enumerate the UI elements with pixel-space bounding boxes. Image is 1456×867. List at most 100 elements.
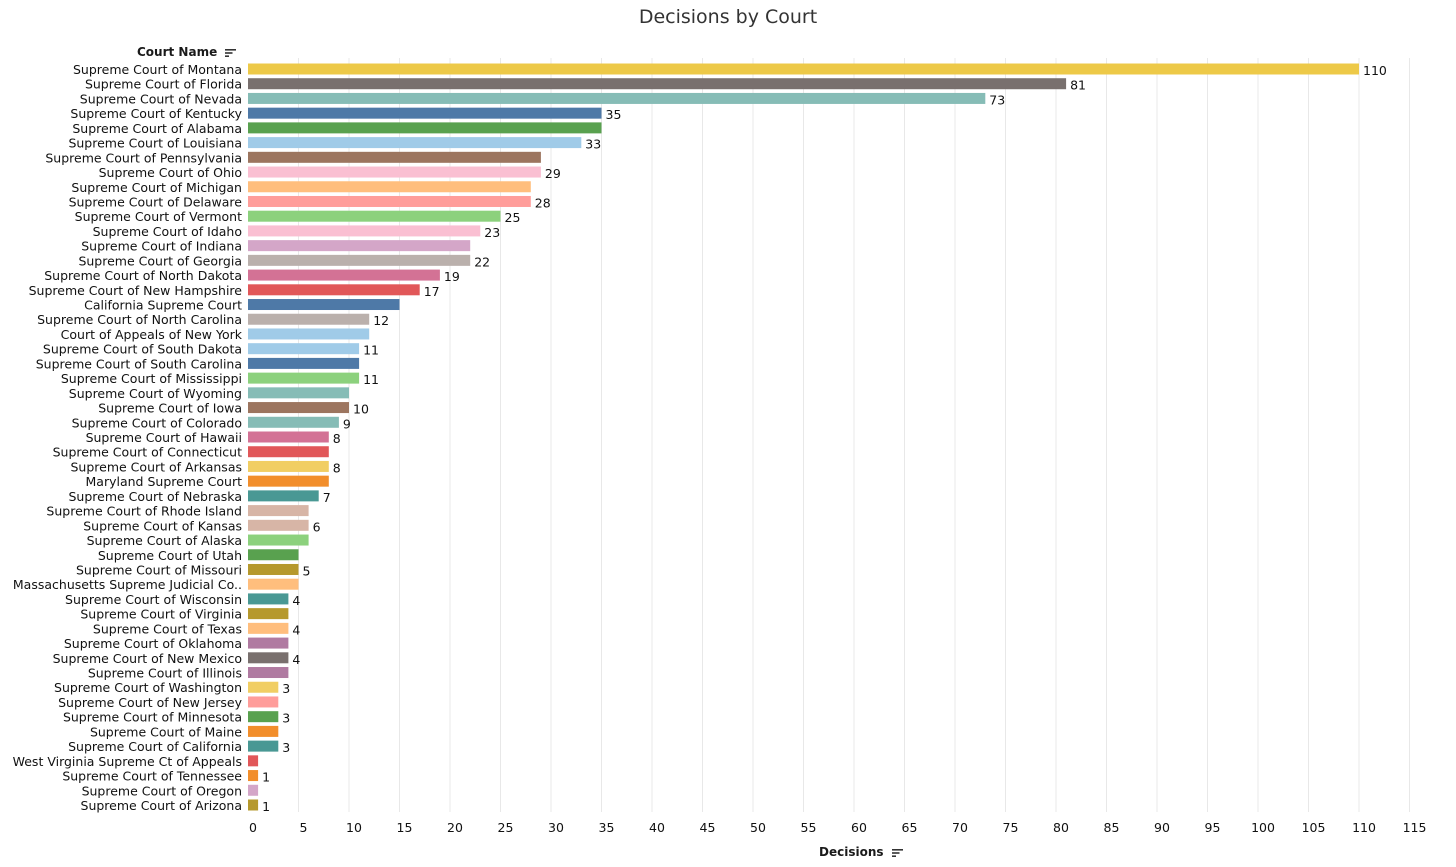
category-label: Supreme Court of California <box>68 739 242 754</box>
data-label: 9 <box>343 416 351 431</box>
category-label: Supreme Court of Maine <box>90 724 242 739</box>
bar[interactable] <box>248 357 360 369</box>
category-label: Supreme Court of Hawaii <box>86 430 242 445</box>
x-tick-label: 60 <box>851 820 867 835</box>
bar[interactable] <box>248 210 501 222</box>
category-label: Supreme Court of Illinois <box>88 666 242 681</box>
bar[interactable] <box>248 328 370 340</box>
bar[interactable] <box>248 63 1359 75</box>
y-axis-header[interactable]: Court Name <box>137 45 237 59</box>
category-label: Supreme Court of Kentucky <box>70 106 242 121</box>
bar[interactable] <box>248 122 602 134</box>
bar[interactable] <box>248 505 309 517</box>
x-tick-label: 65 <box>902 820 918 835</box>
bar[interactable] <box>248 711 279 723</box>
bar[interactable] <box>248 269 440 281</box>
category-label: Supreme Court of Pennsylvania <box>45 150 242 165</box>
bar[interactable] <box>248 402 349 414</box>
bar[interactable] <box>248 431 329 443</box>
x-tick-label: 10 <box>346 820 362 835</box>
category-label: Supreme Court of Louisiana <box>68 136 242 151</box>
bar[interactable] <box>248 652 289 664</box>
x-tick-label: 115 <box>1403 820 1427 835</box>
data-labels: 1108173353329282523221917121111109887654… <box>262 63 1387 814</box>
bar[interactable] <box>248 490 319 502</box>
category-label: Supreme Court of Iowa <box>98 401 242 416</box>
bar[interactable] <box>248 578 299 590</box>
data-label: 3 <box>282 740 290 755</box>
bar[interactable] <box>248 313 370 325</box>
sort-descending-icon[interactable] <box>891 848 904 858</box>
x-tick-label: 95 <box>1205 820 1221 835</box>
category-label: Massachusetts Supreme Judicial Co.. <box>13 577 242 592</box>
x-axis-header[interactable]: Decisions <box>819 845 904 859</box>
bar[interactable] <box>248 78 1067 90</box>
chart-title: Decisions by Court <box>638 6 818 28</box>
bar[interactable] <box>248 240 471 252</box>
category-label: Supreme Court of Utah <box>98 548 242 563</box>
category-label: Supreme Court of Wyoming <box>69 386 242 401</box>
category-label: Supreme Court of Alabama <box>72 121 242 136</box>
bar[interactable] <box>248 416 339 428</box>
data-label: 3 <box>282 711 290 726</box>
bar[interactable] <box>248 563 299 575</box>
category-label: Supreme Court of Idaho <box>93 224 242 239</box>
bar[interactable] <box>248 195 531 207</box>
bar[interactable] <box>248 343 360 355</box>
bar[interactable] <box>248 137 582 149</box>
bar[interactable] <box>248 608 289 620</box>
bar[interactable] <box>248 534 309 546</box>
bar[interactable] <box>248 696 279 708</box>
bar[interactable] <box>248 667 289 679</box>
x-tick-label: 45 <box>700 820 716 835</box>
category-label: Supreme Court of North Carolina <box>37 312 242 327</box>
data-label: 23 <box>484 225 500 240</box>
data-label: 25 <box>505 210 521 225</box>
sort-descending-icon[interactable] <box>225 48 237 58</box>
x-tick-label: 110 <box>1352 820 1376 835</box>
bar[interactable] <box>248 166 541 178</box>
category-label: Supreme Court of Wisconsin <box>65 592 242 607</box>
bar[interactable] <box>248 681 279 693</box>
bar[interactable] <box>248 92 986 104</box>
bar[interactable] <box>248 593 289 605</box>
bar[interactable] <box>248 784 259 796</box>
bar[interactable] <box>248 549 299 561</box>
data-label: 28 <box>535 195 551 210</box>
bar[interactable] <box>248 225 481 237</box>
x-tick-label: 0 <box>249 820 257 835</box>
bar[interactable] <box>248 770 259 782</box>
bar[interactable] <box>248 151 541 163</box>
x-tick-label: 5 <box>300 820 308 835</box>
bar[interactable] <box>248 460 329 472</box>
bar[interactable] <box>248 446 329 458</box>
x-tick-label: 70 <box>952 820 968 835</box>
bar[interactable] <box>248 475 329 487</box>
bar[interactable] <box>248 519 309 531</box>
bar[interactable] <box>248 740 279 752</box>
bar[interactable] <box>248 299 400 311</box>
category-label: Supreme Court of Georgia <box>78 253 242 268</box>
bar[interactable] <box>248 622 289 634</box>
x-axis-ticks: 0 5 10 15 20 25 30 35 40 45 50 55 60 65 70 75 80 85 90 95 10… <box>249 820 1426 835</box>
bar[interactable] <box>248 254 471 266</box>
x-tick-label: 90 <box>1154 820 1170 835</box>
category-label: Supreme Court of North Dakota <box>44 268 242 283</box>
bar[interactable] <box>248 387 349 399</box>
bar[interactable] <box>248 755 259 767</box>
category-label: Supreme Court of Colorado <box>72 415 242 430</box>
category-label: Supreme Court of South Dakota <box>43 342 242 357</box>
category-label: Supreme Court of Michigan <box>71 180 242 195</box>
bar[interactable] <box>248 637 289 649</box>
bar[interactable] <box>248 799 259 811</box>
bar[interactable] <box>248 107 602 119</box>
bar[interactable] <box>248 725 279 737</box>
x-tick-label: 55 <box>801 820 817 835</box>
bar[interactable] <box>248 372 360 384</box>
bar[interactable] <box>248 181 531 193</box>
bar[interactable] <box>248 284 420 296</box>
category-label: Court of Appeals of New York <box>61 327 243 342</box>
category-label: Supreme Court of Texas <box>93 621 242 636</box>
